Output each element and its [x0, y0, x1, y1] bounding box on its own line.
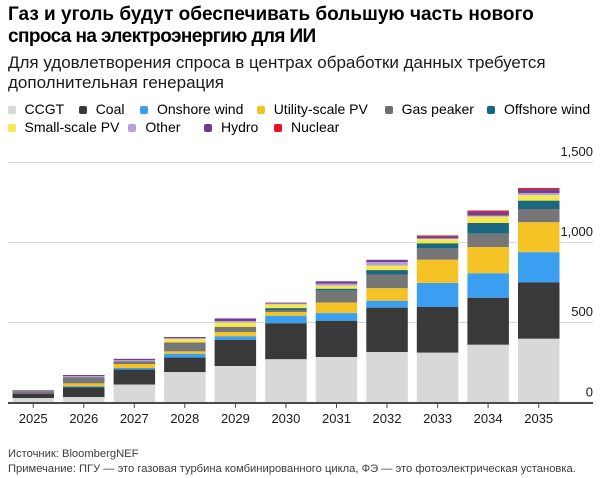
- svg-text:500: 500: [571, 304, 593, 319]
- svg-text:2034: 2034: [474, 411, 503, 426]
- svg-text:1,000: 1,000: [560, 224, 593, 239]
- svg-text:2028: 2028: [170, 411, 199, 426]
- svg-text:2025: 2025: [19, 411, 48, 426]
- svg-text:2027: 2027: [120, 411, 149, 426]
- svg-text:2030: 2030: [271, 411, 300, 426]
- svg-text:0: 0: [586, 385, 593, 400]
- svg-text:2031: 2031: [322, 411, 351, 426]
- svg-text:2035: 2035: [524, 411, 553, 426]
- svg-text:2033: 2033: [423, 411, 452, 426]
- svg-text:2029: 2029: [221, 411, 250, 426]
- svg-text:1,500: 1,500: [560, 144, 593, 159]
- svg-text:2032: 2032: [373, 411, 402, 426]
- svg-text:2026: 2026: [69, 411, 98, 426]
